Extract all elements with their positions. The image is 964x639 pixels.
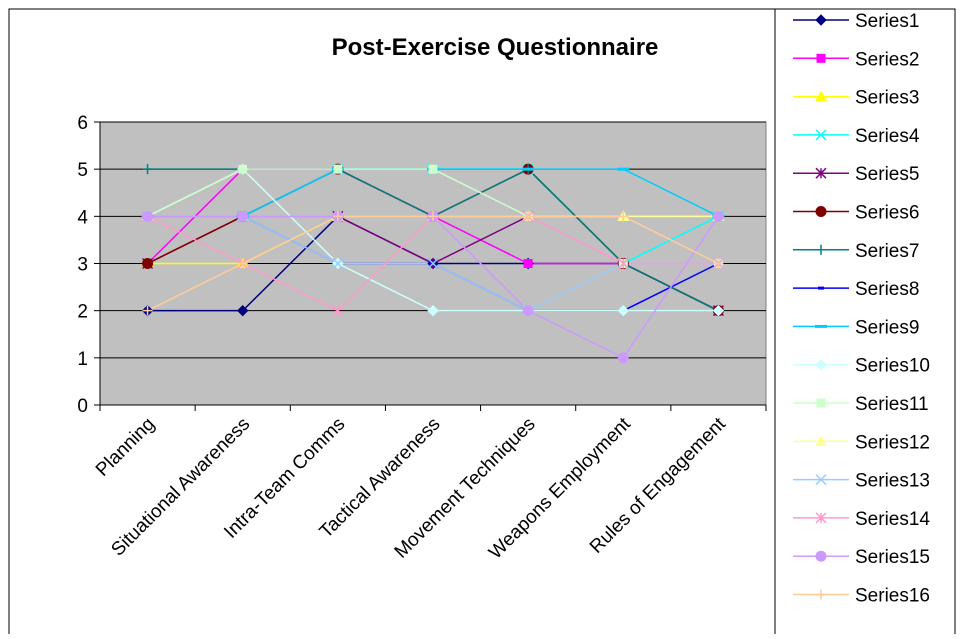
legend-label: Series16	[855, 586, 930, 607]
series-16-point	[618, 211, 629, 222]
series-16-point	[428, 211, 438, 222]
legend-marker-swatch	[815, 90, 827, 102]
series-15-point	[237, 210, 249, 222]
legend-marker-swatch	[815, 167, 827, 179]
series-11-point	[428, 164, 438, 174]
legend-label: Series11	[855, 394, 929, 415]
series-15-point	[142, 210, 154, 222]
legend-marker-swatch	[815, 474, 827, 486]
legend-entry-2: Series2	[793, 49, 919, 70]
series-15-point	[617, 352, 629, 364]
legend-entry-8: Series8	[793, 279, 919, 300]
series-16-point	[142, 305, 153, 316]
series-13-point	[427, 257, 439, 270]
legend-entry-11: Series11	[793, 394, 929, 415]
series-14-point	[332, 305, 344, 317]
legend-marker-swatch	[815, 14, 827, 26]
series-2-point	[523, 259, 533, 268]
legend-label: Series13	[855, 471, 930, 492]
series-16-point	[332, 211, 343, 222]
legend-entry-10: Series10	[793, 356, 930, 377]
legend-entry-16: Series16	[793, 586, 930, 607]
y-axis-tick-labels: 0 1 2 3 4 5 6	[77, 113, 88, 417]
y-tick-label: 6	[77, 113, 88, 134]
series-9-point	[617, 167, 630, 171]
legend-box	[774, 8, 956, 639]
legend-label: Series9	[855, 317, 919, 338]
series-16-point	[713, 258, 724, 269]
series-markers	[141, 163, 725, 364]
series-7-point	[142, 164, 153, 175]
y-tick-label: 0	[77, 396, 88, 417]
legend-entry-1: Series1	[793, 11, 919, 32]
legend-marker-swatch	[815, 206, 827, 217]
legend-entry-6: Series6	[793, 203, 919, 224]
legend-entry-12: Series12	[793, 432, 930, 453]
chart-title: Post-Exercise Questionnaire	[332, 34, 659, 61]
series-11-point	[333, 164, 343, 174]
series-10-point	[427, 304, 439, 317]
legend-label: Series14	[855, 509, 930, 530]
legend-label: Series1	[855, 11, 919, 32]
legend-label: Series12	[855, 432, 930, 453]
series-6-point	[142, 258, 154, 269]
axes	[94, 121, 767, 411]
legend-label: Series7	[855, 241, 919, 262]
series-15-point	[712, 210, 724, 222]
legend-label: Series3	[855, 88, 919, 109]
legend-label: Series4	[855, 126, 920, 147]
y-tick-label: 3	[77, 255, 88, 276]
series-16-point	[523, 211, 534, 222]
series-14-point	[617, 257, 629, 270]
y-tick-label: 1	[77, 349, 88, 370]
series-10-point	[617, 304, 629, 317]
y-tick-label: 5	[77, 160, 88, 181]
legend-marker-swatch	[816, 53, 826, 63]
legend-entry-7: Series7	[793, 241, 919, 262]
legend-entry-4: Series4	[793, 126, 920, 147]
legend-entry-5: Series5	[793, 164, 919, 185]
legend-label: Series8	[855, 279, 919, 300]
series-10-point	[712, 304, 725, 317]
legend-label: Series5	[855, 164, 919, 185]
legend-label: Series2	[855, 49, 919, 70]
legend-entry-3: Series3	[793, 88, 919, 109]
y-tick-label: 4	[77, 207, 88, 228]
legend-entry-13: Series13	[793, 471, 930, 492]
legend-marker-swatch	[815, 129, 827, 141]
y-tick-label: 2	[77, 302, 88, 323]
legend-entry-14: Series14	[793, 509, 930, 530]
series-9-point	[522, 167, 535, 171]
series-1-point	[237, 304, 249, 317]
legend-label: Series10	[855, 356, 930, 377]
legend-label: Series15	[855, 547, 930, 568]
series-13-point	[332, 257, 344, 270]
series-16-point	[237, 258, 248, 269]
series-11-point	[238, 164, 248, 174]
series-15-point	[522, 305, 534, 317]
legend-entry-15: Series15	[793, 547, 930, 568]
legend-marker-swatch	[815, 435, 827, 446]
legend-marker-swatch	[818, 286, 824, 290]
legend-marker-swatch	[816, 398, 826, 408]
legend-marker-swatch	[815, 358, 827, 371]
legend-marker-swatch	[816, 589, 826, 600]
legend-marker-swatch	[815, 512, 827, 524]
legend: Series1 Series2 Series3 Series4 Series5 Serie…	[774, 8, 956, 639]
legend-entry-9: Series9	[793, 317, 919, 338]
legend-marker-swatch	[816, 244, 826, 255]
legend-marker-swatch	[815, 324, 827, 328]
legend-label: Series6	[855, 203, 919, 224]
legend-marker-swatch	[815, 550, 827, 562]
